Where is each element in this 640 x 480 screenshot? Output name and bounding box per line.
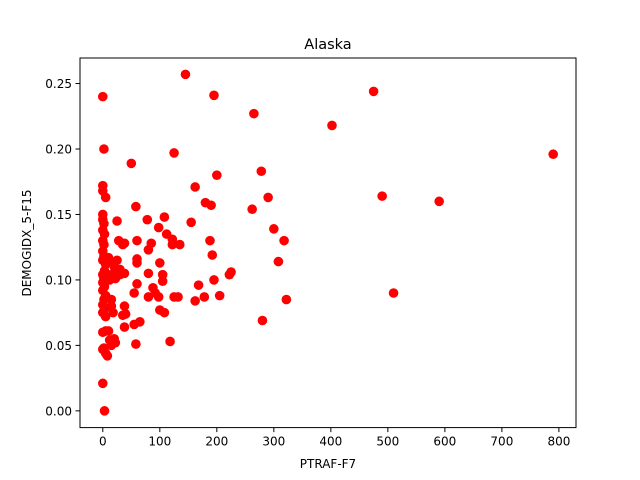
- data-point: [212, 170, 222, 180]
- data-point: [108, 307, 118, 318]
- data-point: [207, 250, 218, 260]
- data-point: [279, 235, 289, 246]
- data-point: [206, 200, 216, 211]
- x-tick-label: 700: [490, 435, 513, 449]
- data-point: [174, 239, 185, 250]
- data-point: [186, 217, 196, 228]
- points-layer: [98, 69, 558, 416]
- data-point: [205, 235, 215, 246]
- chart-title: Alaska: [304, 37, 351, 53]
- data-point: [119, 238, 130, 249]
- y-axis: 0.00 0.05 0.10 0.15 0.20 0.25: [45, 77, 80, 418]
- data-point: [209, 275, 219, 285]
- x-tick-label: 400: [319, 435, 342, 449]
- data-point: [209, 90, 219, 101]
- data-point: [112, 255, 122, 266]
- data-point: [119, 268, 130, 279]
- data-point: [327, 120, 337, 131]
- y-tick-label: 0.20: [45, 142, 72, 156]
- x-tick-label: 200: [205, 435, 228, 449]
- data-point: [131, 201, 141, 212]
- data-point: [109, 334, 120, 344]
- data-point: [126, 158, 137, 169]
- data-point: [131, 339, 141, 349]
- data-point: [159, 212, 170, 222]
- x-tick-label: 100: [148, 435, 171, 449]
- data-point: [135, 317, 145, 327]
- data-point: [129, 288, 139, 298]
- x-axis-label: PTRAF-F7: [300, 457, 356, 471]
- data-point: [132, 235, 142, 246]
- y-tick-label: 0.05: [45, 339, 72, 353]
- data-point: [180, 69, 191, 80]
- data-point: [98, 91, 108, 102]
- data-point: [269, 224, 279, 234]
- data-point: [146, 238, 157, 249]
- x-axis: 0 100 200 300 400 500 600 700 800: [99, 427, 570, 449]
- data-point: [368, 86, 379, 97]
- data-point: [155, 258, 165, 268]
- data-point: [132, 279, 142, 289]
- data-point: [112, 216, 122, 226]
- data-point: [103, 326, 114, 336]
- data-point: [120, 309, 131, 319]
- data-point: [226, 267, 236, 277]
- data-point: [165, 336, 175, 347]
- data-point: [153, 222, 164, 233]
- data-point: [143, 292, 154, 302]
- data-point: [548, 149, 558, 160]
- data-point: [263, 192, 273, 203]
- data-point: [169, 148, 179, 158]
- data-point: [153, 292, 164, 302]
- data-point: [100, 192, 111, 203]
- data-point: [377, 191, 387, 201]
- data-point: [102, 351, 113, 361]
- data-point: [159, 307, 170, 318]
- data-point: [99, 144, 109, 154]
- data-point: [214, 290, 225, 301]
- y-tick-label: 0.15: [45, 208, 72, 222]
- x-tick-label: 0: [99, 435, 107, 449]
- data-point: [98, 378, 108, 389]
- data-point: [199, 292, 210, 302]
- data-point: [157, 276, 168, 287]
- data-point: [249, 108, 259, 119]
- data-point: [119, 301, 130, 311]
- data-point: [193, 280, 204, 290]
- data-point: [173, 292, 183, 302]
- data-point: [100, 311, 111, 322]
- data-point: [273, 256, 284, 267]
- plot-frame: [79, 57, 577, 429]
- data-point: [167, 239, 178, 250]
- data-point: [434, 196, 444, 207]
- data-point: [142, 214, 153, 225]
- data-point: [388, 288, 399, 298]
- data-point: [190, 296, 200, 306]
- x-tick-label: 500: [376, 435, 399, 449]
- data-point: [119, 322, 130, 332]
- y-tick-label: 0.00: [45, 404, 72, 418]
- x-tick-label: 800: [547, 435, 570, 449]
- data-point: [281, 294, 292, 305]
- data-point: [256, 166, 267, 177]
- data-point: [190, 182, 200, 192]
- y-tick-label: 0.25: [45, 77, 72, 91]
- x-tick-label: 600: [433, 435, 456, 449]
- data-point: [132, 258, 142, 268]
- data-point: [247, 204, 257, 215]
- y-axis-label: DEMOGIDX_5-F15: [20, 189, 34, 296]
- y-tick-label: 0.10: [45, 273, 72, 287]
- data-point: [143, 268, 154, 279]
- data-point: [257, 315, 268, 326]
- data-point: [99, 406, 110, 416]
- x-tick-label: 300: [262, 435, 285, 449]
